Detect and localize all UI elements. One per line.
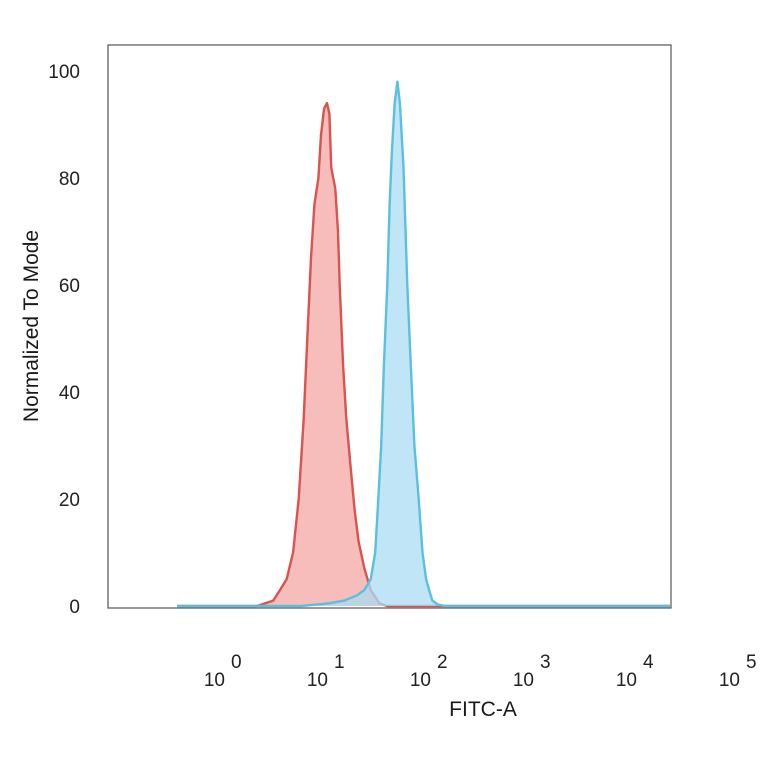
y-axis-title: Normalized To Mode (20, 230, 43, 422)
y-tick-label-100: 100 (48, 62, 80, 83)
y-tick-label-0: 0 (69, 597, 80, 618)
x-tick-label-base: 10 (204, 670, 225, 691)
y-tick-label-40: 40 (59, 383, 80, 404)
series-1-line (177, 101, 670, 608)
series-2-line (177, 80, 670, 608)
x-tick-label-base: 10 (719, 670, 740, 691)
x-axis-title: FITC-A (449, 698, 517, 721)
x-tick-label-base: 10 (513, 670, 534, 691)
x-tick-label-exponent: 4 (643, 652, 654, 673)
x-tick-label-exponent: 0 (231, 652, 242, 673)
series-layer (177, 80, 670, 608)
y-tick-label-20: 20 (59, 490, 80, 511)
x-tick-label-base: 10 (616, 670, 637, 691)
y-tick-label-80: 80 (59, 169, 80, 190)
y-tick-label-60: 60 (59, 276, 80, 297)
x-tick-label-exponent: 3 (540, 652, 551, 673)
x-tick-label-exponent: 5 (746, 652, 757, 673)
x-axis-ticks: 10 0 10 1 10 2 10 3 10 4 10 5 (204, 652, 757, 691)
y-axis-ticks: 0 20 40 60 80 100 (48, 62, 80, 618)
x-tick-label-base: 10 (307, 670, 328, 691)
x-tick-label-base: 10 (410, 670, 431, 691)
x-tick-label-exponent: 2 (437, 652, 448, 673)
x-tick-label-exponent: 1 (334, 652, 345, 673)
